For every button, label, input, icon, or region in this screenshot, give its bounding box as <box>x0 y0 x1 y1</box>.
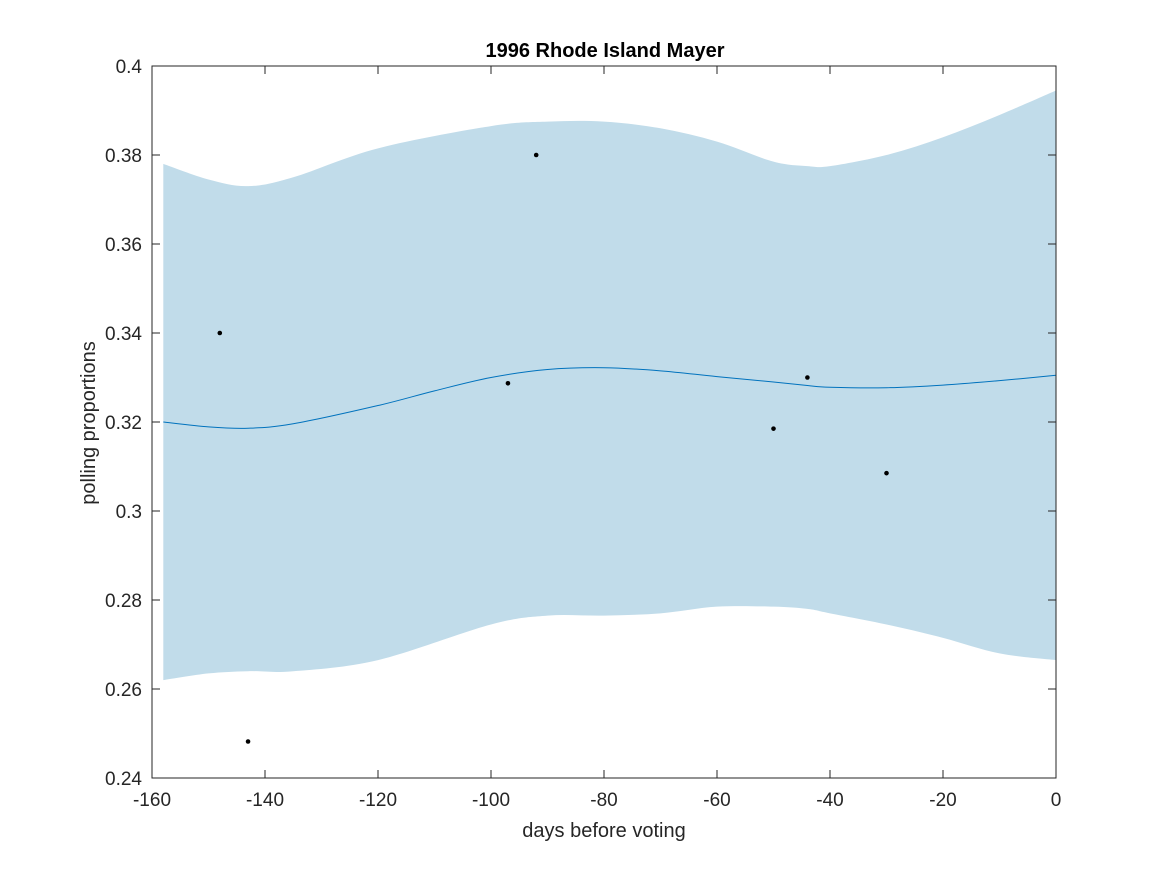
data-point <box>805 375 810 380</box>
x-tick-label: -20 <box>929 790 956 811</box>
y-tick-label: 0.3 <box>116 502 142 523</box>
plot-area <box>151 65 1057 779</box>
y-tick-label: 0.38 <box>105 146 142 167</box>
trend-line <box>163 367 1057 429</box>
y-axis-label: polling proportions <box>78 341 100 504</box>
x-tick-label: -120 <box>359 790 397 811</box>
y-tick-label: 0.34 <box>105 324 142 345</box>
data-point <box>505 380 511 386</box>
data-point <box>884 470 889 476</box>
y-tick-label: 0.26 <box>105 680 142 701</box>
x-tick-label: -160 <box>133 790 171 811</box>
data-point <box>771 426 776 431</box>
y-tick-label: 0.36 <box>105 235 142 256</box>
x-tick-label: -140 <box>246 790 284 811</box>
data-point <box>533 152 539 158</box>
x-axis: -160 -140 -120 -100 -80 -60 -40 -20 0 <box>133 66 1061 811</box>
x-tick-label: -100 <box>472 790 510 811</box>
confidence-band <box>163 90 1057 681</box>
y-tick-label: 0.4 <box>116 57 143 78</box>
x-tick-label: -40 <box>816 790 843 811</box>
x-tick-label: -60 <box>703 790 730 811</box>
x-tick-label: -80 <box>590 790 617 811</box>
y-axis: 0.24 0.26 0.28 0.3 0.32 0.34 0.36 0.38 0.4 <box>105 57 1056 790</box>
y-tick-label: 0.28 <box>105 591 142 612</box>
data-point <box>245 739 251 744</box>
y-tick-label: 0.24 <box>105 769 142 790</box>
chart-title: 1996 Rhode Island Mayer <box>486 40 725 62</box>
data-point <box>217 330 223 336</box>
x-tick-label: 0 <box>1051 790 1062 811</box>
x-axis-label: days before voting <box>522 820 685 842</box>
y-tick-label: 0.32 <box>105 413 142 434</box>
